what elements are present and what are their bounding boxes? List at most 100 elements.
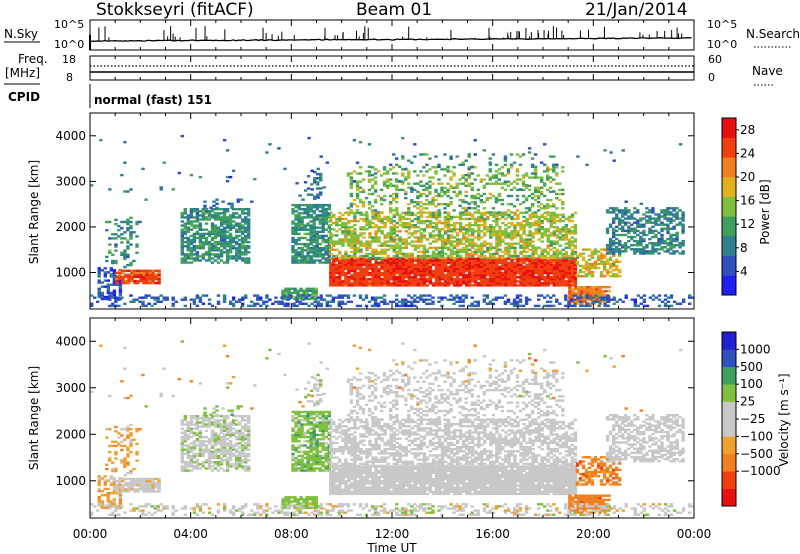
power-cell bbox=[291, 228, 295, 231]
power-cell bbox=[555, 271, 559, 275]
station-title: Stokkseyri (fitACF) bbox=[96, 0, 254, 20]
power-cell bbox=[675, 237, 679, 241]
power-cell bbox=[189, 240, 194, 244]
power-cell bbox=[283, 304, 287, 308]
power-cell bbox=[540, 221, 544, 225]
power-cell bbox=[356, 238, 360, 241]
power-cell bbox=[358, 304, 363, 308]
power-cell bbox=[492, 234, 496, 237]
power-cell bbox=[389, 263, 393, 266]
power-cell bbox=[228, 175, 233, 179]
power-cell bbox=[386, 236, 390, 239]
power-cell bbox=[129, 261, 133, 265]
power-cell bbox=[247, 234, 251, 238]
power-cell bbox=[373, 304, 378, 308]
power-cell bbox=[489, 256, 493, 260]
power-cell bbox=[578, 270, 583, 274]
power-cell bbox=[510, 259, 514, 262]
power-cell bbox=[389, 269, 393, 273]
power-cell bbox=[374, 211, 378, 215]
power-cell bbox=[180, 257, 184, 260]
power-cell bbox=[598, 286, 602, 289]
power-cell bbox=[534, 252, 538, 256]
power-cell bbox=[231, 247, 236, 250]
power-cell bbox=[228, 249, 233, 252]
power-cell bbox=[343, 302, 348, 305]
power-cell bbox=[350, 278, 354, 281]
power-cell bbox=[329, 224, 333, 227]
power-cell bbox=[324, 234, 328, 238]
power-cell bbox=[225, 230, 230, 233]
power-cell bbox=[349, 202, 354, 205]
power-cell bbox=[579, 300, 583, 303]
power-cell bbox=[195, 304, 200, 308]
power-cell bbox=[482, 294, 486, 297]
power-cell bbox=[570, 230, 575, 233]
power-cell bbox=[241, 208, 245, 211]
power-cell bbox=[210, 245, 215, 248]
power-cell bbox=[512, 300, 517, 303]
power-cell bbox=[543, 304, 547, 308]
power-cell bbox=[404, 263, 408, 266]
power-cell bbox=[129, 243, 133, 246]
power-cell bbox=[431, 273, 436, 277]
power-cell bbox=[524, 198, 529, 202]
power-cell bbox=[470, 172, 474, 175]
power-cell bbox=[467, 172, 471, 175]
date-title: 21/Jan/2014 bbox=[585, 0, 688, 20]
power-cell bbox=[392, 271, 396, 275]
power-cell bbox=[303, 181, 308, 184]
power-cell bbox=[301, 298, 305, 301]
power-cell bbox=[312, 261, 316, 264]
power-cell bbox=[189, 234, 194, 238]
power-cell bbox=[471, 213, 475, 217]
power-cell bbox=[437, 211, 442, 215]
power-cell bbox=[660, 242, 664, 245]
power-cell bbox=[645, 221, 649, 224]
power-cell bbox=[528, 244, 532, 247]
power-cell bbox=[483, 273, 487, 277]
power-cell bbox=[612, 268, 616, 272]
power-cell bbox=[455, 257, 460, 260]
power-cell bbox=[335, 280, 339, 283]
power-cell bbox=[537, 196, 541, 200]
power-cell bbox=[552, 211, 556, 215]
power-cell bbox=[470, 201, 474, 204]
power-cell bbox=[310, 188, 314, 191]
power-cell bbox=[480, 267, 484, 271]
power-cell bbox=[241, 218, 245, 221]
power-cell bbox=[513, 284, 517, 287]
power-cell bbox=[525, 221, 529, 225]
power-cell bbox=[577, 298, 581, 301]
power-cell bbox=[413, 246, 417, 249]
power-cell bbox=[353, 234, 357, 237]
power-cell bbox=[313, 177, 317, 180]
power-cell bbox=[627, 221, 631, 224]
power-cell bbox=[359, 280, 363, 283]
power-cell bbox=[434, 221, 439, 225]
power-cell bbox=[495, 265, 499, 269]
power-cell bbox=[374, 252, 378, 256]
power-cell bbox=[383, 261, 387, 264]
power-cell bbox=[584, 262, 589, 266]
power-cell bbox=[294, 257, 298, 260]
power-cell bbox=[474, 252, 478, 256]
power-cell bbox=[608, 256, 613, 259]
power-cell bbox=[253, 294, 257, 297]
power-cell bbox=[468, 242, 472, 245]
power-cell bbox=[504, 269, 508, 273]
power-cell bbox=[401, 155, 405, 158]
power-cell bbox=[386, 178, 390, 181]
power-cell bbox=[486, 273, 490, 277]
power-cell bbox=[401, 254, 405, 258]
power-cell bbox=[198, 259, 203, 262]
power-cell bbox=[311, 289, 315, 292]
power-cell bbox=[425, 211, 430, 215]
power-cell bbox=[568, 290, 572, 293]
power-cell bbox=[422, 207, 426, 210]
power-cell bbox=[374, 238, 378, 241]
power-cell bbox=[353, 284, 357, 287]
power-cell bbox=[350, 244, 354, 247]
power-cell bbox=[516, 269, 520, 273]
power-cell bbox=[395, 302, 399, 305]
